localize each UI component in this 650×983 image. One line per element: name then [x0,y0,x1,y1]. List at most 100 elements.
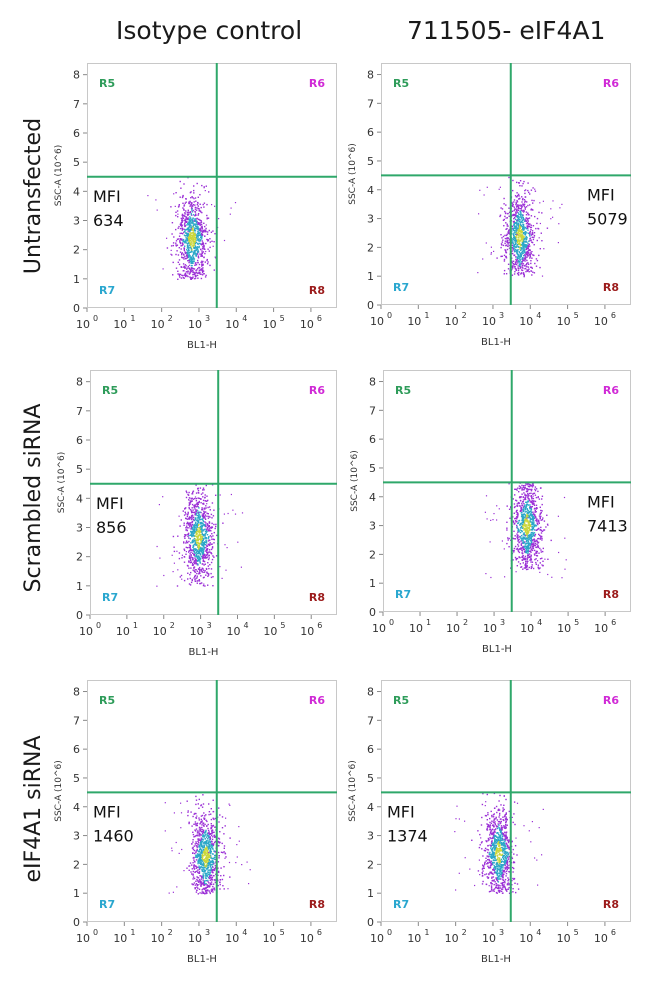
event-dot [197,535,199,537]
event-dot [193,532,195,534]
event-dot [506,225,508,227]
event-dot [534,188,536,190]
event-dot [202,881,204,883]
event-dot [203,845,206,848]
event-dot [213,241,215,243]
event-dot [194,508,196,510]
event-dot [513,232,515,234]
event-dot [530,540,532,542]
event-dot [516,249,519,252]
event-dot [529,547,532,549]
event-dot [512,252,514,255]
event-dot [526,546,528,548]
event-dot [527,212,529,214]
event-dot [191,864,193,866]
event-dot [202,557,204,559]
event-dot [206,886,209,888]
event-dot [207,240,209,242]
event-dot [515,268,517,270]
event-dot [521,216,523,218]
event-dot [533,199,535,202]
event-dot [201,234,204,236]
event-dot [534,510,536,512]
event-dot [201,227,203,230]
event-dot [522,242,525,244]
event-dot [195,558,197,561]
event-dot [211,547,214,549]
event-dot [186,547,189,549]
event-dot [195,514,197,516]
event-dot [514,246,516,248]
event-dot [187,578,189,580]
event-dot [193,519,195,521]
event-dot [195,271,198,274]
event-dot [193,253,195,256]
event-dot [191,500,193,502]
event-dot [523,546,525,549]
event-dot [526,513,528,516]
event-dot [197,839,200,841]
event-dot [191,222,193,224]
event-dot [515,203,517,205]
event-dot [523,513,525,516]
event-dot [201,870,204,872]
event-dot [540,530,543,532]
event-dot [538,537,540,540]
event-dot [501,540,503,542]
event-dot [532,517,534,519]
event-dot [515,237,517,239]
event-dot [523,231,526,234]
x-tick-label: 10 [153,625,167,638]
event-dot [210,513,213,516]
event-dot [515,258,517,261]
event-dot [209,879,211,881]
event-dot [518,204,520,207]
event-dot [206,258,208,261]
event-dot [188,253,190,255]
event-dot [515,521,517,523]
event-dot [201,233,204,235]
event-dot [193,860,196,863]
event-dot [190,207,193,209]
event-dot [206,203,208,206]
event-dot [524,551,526,553]
event-dot [515,511,517,513]
event-dot [528,225,530,227]
event-dot [196,524,198,526]
event-dot [183,209,185,211]
event-dot [205,883,207,885]
event-dot [191,541,194,544]
event-dot [223,513,225,515]
event-dot [205,554,207,556]
event-dot [533,232,536,234]
event-dot [189,502,192,504]
event-dot [213,889,216,891]
event-dot [527,247,529,249]
event-dot [522,506,525,508]
event-dot [193,859,195,861]
event-dot [197,830,199,832]
event-dot [202,577,205,579]
event-dot [191,500,193,502]
event-dot [531,561,534,563]
event-dot [204,883,206,886]
x-tick-label: 10 [445,315,459,328]
event-dot [185,541,188,543]
event-dot [525,504,528,506]
event-dot [526,509,529,511]
event-dot [207,239,209,241]
event-dot [526,262,528,265]
event-dot [178,274,181,277]
event-dot [531,566,533,568]
event-dot [490,576,492,579]
event-dot [517,224,520,226]
event-dot [181,233,184,235]
event-dot [192,254,194,257]
event-dot [207,543,210,545]
event-dot [215,494,217,496]
event-dot [541,498,543,500]
event-dot [534,494,537,496]
event-dot [182,263,185,265]
event-dot [195,891,198,893]
event-dot [527,532,529,534]
